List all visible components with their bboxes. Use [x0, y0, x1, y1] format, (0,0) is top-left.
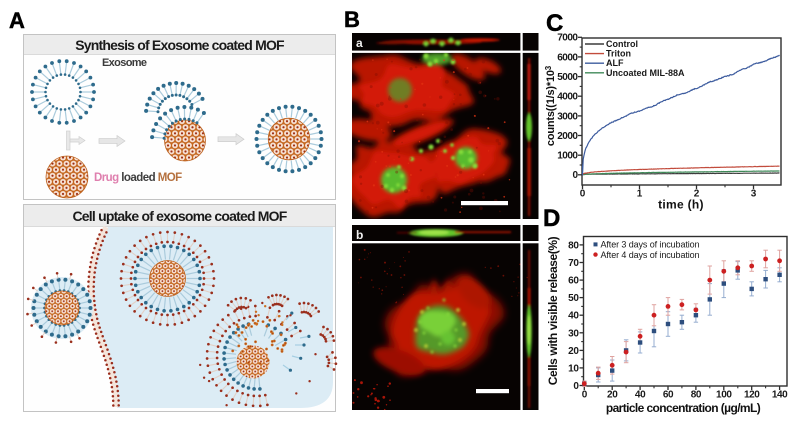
svg-text:Drug loaded MOF: Drug loaded MOF [94, 172, 182, 184]
svg-text:3: 3 [751, 189, 757, 200]
svg-text:4000: 4000 [557, 92, 578, 103]
svg-text:80: 80 [691, 390, 702, 401]
svg-text:1000: 1000 [557, 151, 578, 162]
svg-text:particle concentration (µg/mL): particle concentration (µg/mL) [606, 401, 761, 415]
svg-text:40: 40 [568, 311, 579, 322]
svg-text:Triton: Triton [606, 49, 631, 59]
svg-text:Uncoated MIL-88A: Uncoated MIL-88A [606, 68, 685, 78]
svg-text:60: 60 [663, 390, 674, 401]
svg-text:140: 140 [772, 390, 788, 401]
svg-text:70: 70 [568, 258, 579, 269]
svg-text:80: 80 [568, 240, 579, 251]
svg-text:20: 20 [568, 346, 579, 357]
svg-text:0: 0 [582, 390, 588, 401]
svg-text:Cells with visible release(%): Cells with visible release(%) [546, 236, 560, 385]
svg-text:120: 120 [744, 390, 760, 401]
svg-text:Control: Control [606, 39, 638, 49]
svg-text:20: 20 [607, 390, 618, 401]
svg-text:5000: 5000 [557, 72, 578, 83]
svg-text:30: 30 [568, 328, 579, 339]
svg-text:counts((1/s)*103: counts((1/s)*103 [544, 65, 557, 146]
svg-text:time (h): time (h) [658, 198, 704, 212]
svg-text:100: 100 [716, 390, 732, 401]
svg-text:0: 0 [580, 189, 586, 200]
svg-text:7000: 7000 [557, 33, 578, 44]
svg-text:After 3 days of incubation: After 3 days of incubation [601, 240, 700, 250]
svg-text:a: a [356, 36, 363, 50]
svg-text:0: 0 [573, 381, 579, 392]
svg-text:b: b [356, 228, 363, 242]
svg-text:3000: 3000 [557, 111, 578, 122]
svg-text:Exosome: Exosome [102, 57, 147, 69]
svg-text:1: 1 [637, 189, 643, 200]
svg-text:10: 10 [568, 363, 579, 374]
svg-text:50: 50 [568, 293, 579, 304]
svg-text:After 4 days of incubation: After 4 days of incubation [601, 250, 700, 260]
svg-text:ALF: ALF [606, 58, 624, 68]
svg-text:40: 40 [635, 390, 646, 401]
svg-text:60: 60 [568, 276, 579, 287]
svg-text:2000: 2000 [557, 131, 578, 142]
svg-text:6000: 6000 [557, 52, 578, 63]
svg-text:0: 0 [572, 170, 578, 181]
svg-text:2: 2 [694, 189, 700, 200]
